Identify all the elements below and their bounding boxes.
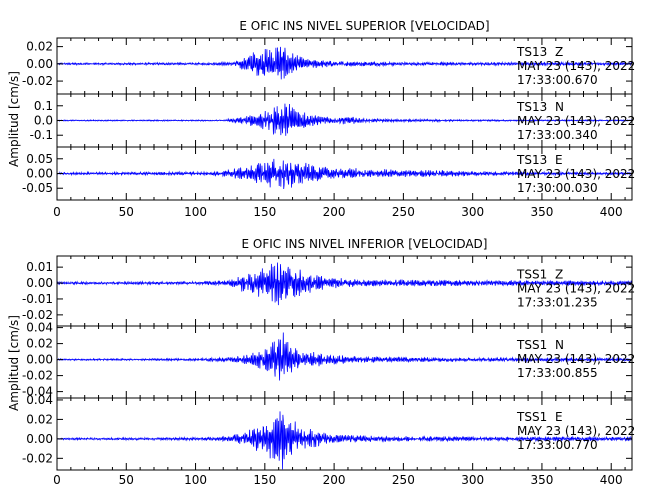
y-tick-label: -0.02 <box>22 308 53 322</box>
y-tick-label: 0.02 <box>26 337 53 351</box>
y-tick-label: -0.05 <box>22 181 53 195</box>
y-tick-label: 0.00 <box>26 432 53 446</box>
x-tick-label: 400 <box>600 205 623 219</box>
x-tick-label: 100 <box>184 473 207 487</box>
waveform-trace-tss1-n <box>56 332 633 381</box>
y-tick-label: 0.01 <box>26 260 53 274</box>
record-start-time: 17:33:00.770 <box>517 438 598 452</box>
record-date: MAY 23 (143), 2022 <box>517 281 635 295</box>
y-tick-label: -0.02 <box>22 74 53 88</box>
y-tick-label: -0.01 <box>22 292 53 306</box>
x-tick-label: 0 <box>53 473 61 487</box>
y-tick-label: 0.00 <box>26 276 53 290</box>
y-tick-label: 0.04 <box>26 321 53 335</box>
y-tick-label: -0.02 <box>22 369 53 383</box>
group-title: E OFIC INS NIVEL SUPERIOR [VELOCIDAD] <box>239 19 489 33</box>
x-tick-label: 0 <box>53 205 61 219</box>
x-tick-label: 400 <box>600 473 623 487</box>
x-tick-label: 250 <box>392 473 415 487</box>
component-code: E <box>555 153 563 167</box>
component-code: N <box>555 338 564 352</box>
x-tick-label: 300 <box>461 473 484 487</box>
y-tick-label: 0.1 <box>34 99 53 113</box>
x-tick-label: 350 <box>530 205 553 219</box>
record-date: MAY 23 (143), 2022 <box>517 424 635 438</box>
x-tick-label: 200 <box>323 205 346 219</box>
x-tick-label: 150 <box>253 473 276 487</box>
component-code: N <box>555 100 564 114</box>
y-tick-label: -0.02 <box>22 451 53 465</box>
y-tick-label: 0.00 <box>26 167 53 181</box>
record-start-time: 17:33:00.855 <box>517 366 598 380</box>
y-tick-label: 0.02 <box>26 40 53 54</box>
component-code: Z <box>555 45 563 59</box>
record-start-time: 17:33:00.340 <box>517 128 598 142</box>
x-tick-label: 50 <box>119 473 134 487</box>
waveform-trace-ts13-n <box>56 103 633 136</box>
y-tick-label: 0.0 <box>34 114 53 128</box>
station-code: TSS1 <box>516 410 547 424</box>
y-axis-label: Amplitud [cm/s] <box>7 315 21 411</box>
station-code: TSS1 <box>516 267 547 281</box>
station-code: TS13 <box>516 100 547 114</box>
x-tick-label: 100 <box>184 205 207 219</box>
station-code: TS13 <box>516 45 547 59</box>
y-tick-label: -0.1 <box>30 128 53 142</box>
record-start-time: 17:30:00.030 <box>517 181 598 195</box>
waveform-trace-ts13-z <box>56 46 633 80</box>
x-tick-label: 250 <box>392 205 415 219</box>
waveform-trace-ts13-e <box>56 158 633 190</box>
record-date: MAY 23 (143), 2022 <box>517 352 635 366</box>
waveform-trace-tss1-z <box>56 262 633 306</box>
x-tick-label: 50 <box>119 205 134 219</box>
station-code: TS13 <box>516 153 547 167</box>
group-title: E OFIC INS NIVEL INFERIOR [VELOCIDAD] <box>242 237 488 251</box>
y-tick-label: 0.02 <box>26 412 53 426</box>
y-tick-label: 0.05 <box>26 152 53 166</box>
station-code: TSS1 <box>516 338 547 352</box>
record-start-time: 17:33:00.670 <box>517 73 598 87</box>
y-tick-label: 0.00 <box>26 57 53 71</box>
component-code: Z <box>555 267 563 281</box>
waveform-trace-tss1-e <box>56 411 633 470</box>
component-code: E <box>555 410 563 424</box>
record-start-time: 17:33:01.235 <box>517 295 598 309</box>
x-tick-label: 350 <box>530 473 553 487</box>
y-axis-label: Amplitud [cm/s] <box>7 71 21 167</box>
y-tick-label: 0.04 <box>26 393 53 407</box>
x-tick-label: 200 <box>323 473 346 487</box>
record-date: MAY 23 (143), 2022 <box>517 114 635 128</box>
y-tick-label: -0.04 <box>22 385 53 399</box>
record-date: MAY 23 (143), 2022 <box>517 59 635 73</box>
x-tick-label: 150 <box>253 205 276 219</box>
record-date: MAY 23 (143), 2022 <box>517 167 635 181</box>
x-tick-label: 300 <box>461 205 484 219</box>
panel-frame <box>56 397 633 471</box>
y-tick-label: 0.00 <box>26 353 53 367</box>
